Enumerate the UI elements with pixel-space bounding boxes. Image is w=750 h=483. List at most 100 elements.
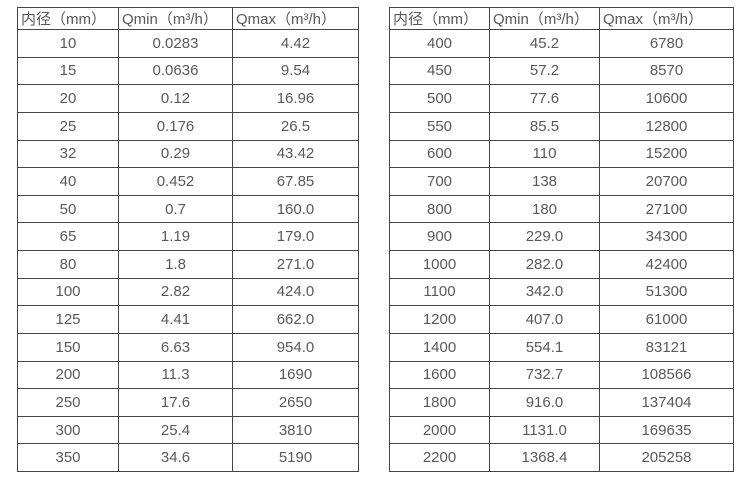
table-cell: 25 [17,111,119,141]
column-header-qmax: Qmax（m³/h） [232,7,359,30]
table-cell: 10600 [599,84,734,113]
table-cell: 25.4 [118,415,233,445]
table-cell: 900 [389,222,490,251]
table-row: 800 180 27100 [389,194,734,224]
table-cell: 12800 [599,111,734,141]
table-cell: 80 [17,250,119,279]
table-row: 500 77.6 10600 [389,84,734,113]
table-cell: 250 [17,388,119,417]
table-cell: 61000 [599,305,734,334]
table-cell: 34300 [599,222,734,251]
table-cell: 169635 [599,415,734,445]
table-row: 1600 732.7 108566 [389,360,734,390]
table-cell: 4.42 [232,29,359,58]
column-header-diameter: 内径（mm） [389,7,490,30]
table-cell: 108566 [599,360,734,390]
table-cell: 16.96 [232,84,359,113]
table-row: 600 110 15200 [389,139,734,169]
table-row: 200 11.3 1690 [17,360,359,390]
column-header-diameter: 内径（mm） [17,7,119,30]
table-cell: 6.63 [118,332,233,362]
table-row: 1400 554.1 83121 [389,332,734,362]
table-cell: 43.42 [232,139,359,169]
table-cell: 2000 [389,415,490,445]
column-header-qmin: Qmin（m³/h） [118,7,233,30]
table-cell: 662.0 [232,305,359,334]
table-cell: 34.6 [118,443,233,472]
table-cell: 137404 [599,388,734,417]
table-body: 10 0.0283 4.42 15 0.0636 9.54 20 0.12 16.96 25 0.1… [17,29,359,472]
table-cell: 2200 [389,443,490,472]
table-cell: 67.85 [232,167,359,196]
table-cell: 700 [389,167,490,196]
table-cell: 0.29 [118,139,233,169]
table-cell: 57.2 [489,56,600,86]
table-body: 400 45.2 6780 450 57.2 8570 500 77.6 10600 550 85.… [389,29,734,472]
table-cell: 1100 [389,277,490,307]
table-cell: 0.0636 [118,56,233,86]
table-cell: 32 [17,139,119,169]
table-cell: 350 [17,443,119,472]
table-row: 250 17.6 2650 [17,388,359,417]
table-cell: 45.2 [489,29,600,58]
table-cell: 9.54 [232,56,359,86]
table-row: 1800 916.0 137404 [389,388,734,417]
table-cell: 77.6 [489,84,600,113]
table-row: 1000 282.0 42400 [389,250,734,279]
table-row: 300 25.4 3810 [17,415,359,445]
table-cell: 400 [389,29,490,58]
table-cell: 1.19 [118,222,233,251]
table-cell: 342.0 [489,277,600,307]
table-cell: 229.0 [489,222,600,251]
table-cell: 180 [489,194,600,224]
table-row: 10 0.0283 4.42 [17,29,359,58]
table-cell: 83121 [599,332,734,362]
table-cell: 0.0283 [118,29,233,58]
table-cell: 40 [17,167,119,196]
table-row: 450 57.2 8570 [389,56,734,86]
table-cell: 6780 [599,29,734,58]
table-cell: 11.3 [118,360,233,390]
table-cell: 450 [389,56,490,86]
table-cell: 5190 [232,443,359,472]
table-row: 2000 1131.0 169635 [389,415,734,445]
table-cell: 600 [389,139,490,169]
table-row: 20 0.12 16.96 [17,84,359,113]
table-row: 50 0.7 160.0 [17,194,359,224]
table-cell: 125 [17,305,119,334]
table-row: 350 34.6 5190 [17,443,359,472]
table-cell: 2.82 [118,277,233,307]
table-cell: 800 [389,194,490,224]
table-cell: 282.0 [489,250,600,279]
table-cell: 271.0 [232,250,359,279]
table-cell: 42400 [599,250,734,279]
table-cell: 500 [389,84,490,113]
table-cell: 424.0 [232,277,359,307]
table-cell: 17.6 [118,388,233,417]
table-cell: 65 [17,222,119,251]
table-cell: 2650 [232,388,359,417]
table-cell: 554.1 [489,332,600,362]
table-row: 80 1.8 271.0 [17,250,359,279]
table-cell: 8570 [599,56,734,86]
table-cell: 179.0 [232,222,359,251]
table-cell: 138 [489,167,600,196]
table-cell: 300 [17,415,119,445]
table-cell: 20700 [599,167,734,196]
table-cell: 50 [17,194,119,224]
table-cell: 15200 [599,139,734,169]
column-header-qmin: Qmin（m³/h） [489,7,600,30]
table-cell: 205258 [599,443,734,472]
table-cell: 51300 [599,277,734,307]
table-cell: 1800 [389,388,490,417]
table-cell: 1000 [389,250,490,279]
table-cell: 100 [17,277,119,307]
table-cell: 0.176 [118,111,233,141]
table-row: 2200 1368.4 205258 [389,443,734,472]
table-row: 125 4.41 662.0 [17,305,359,334]
table-cell: 27100 [599,194,734,224]
table-row: 65 1.19 179.0 [17,222,359,251]
table-row: 15 0.0636 9.54 [17,56,359,86]
table-cell: 1600 [389,360,490,390]
